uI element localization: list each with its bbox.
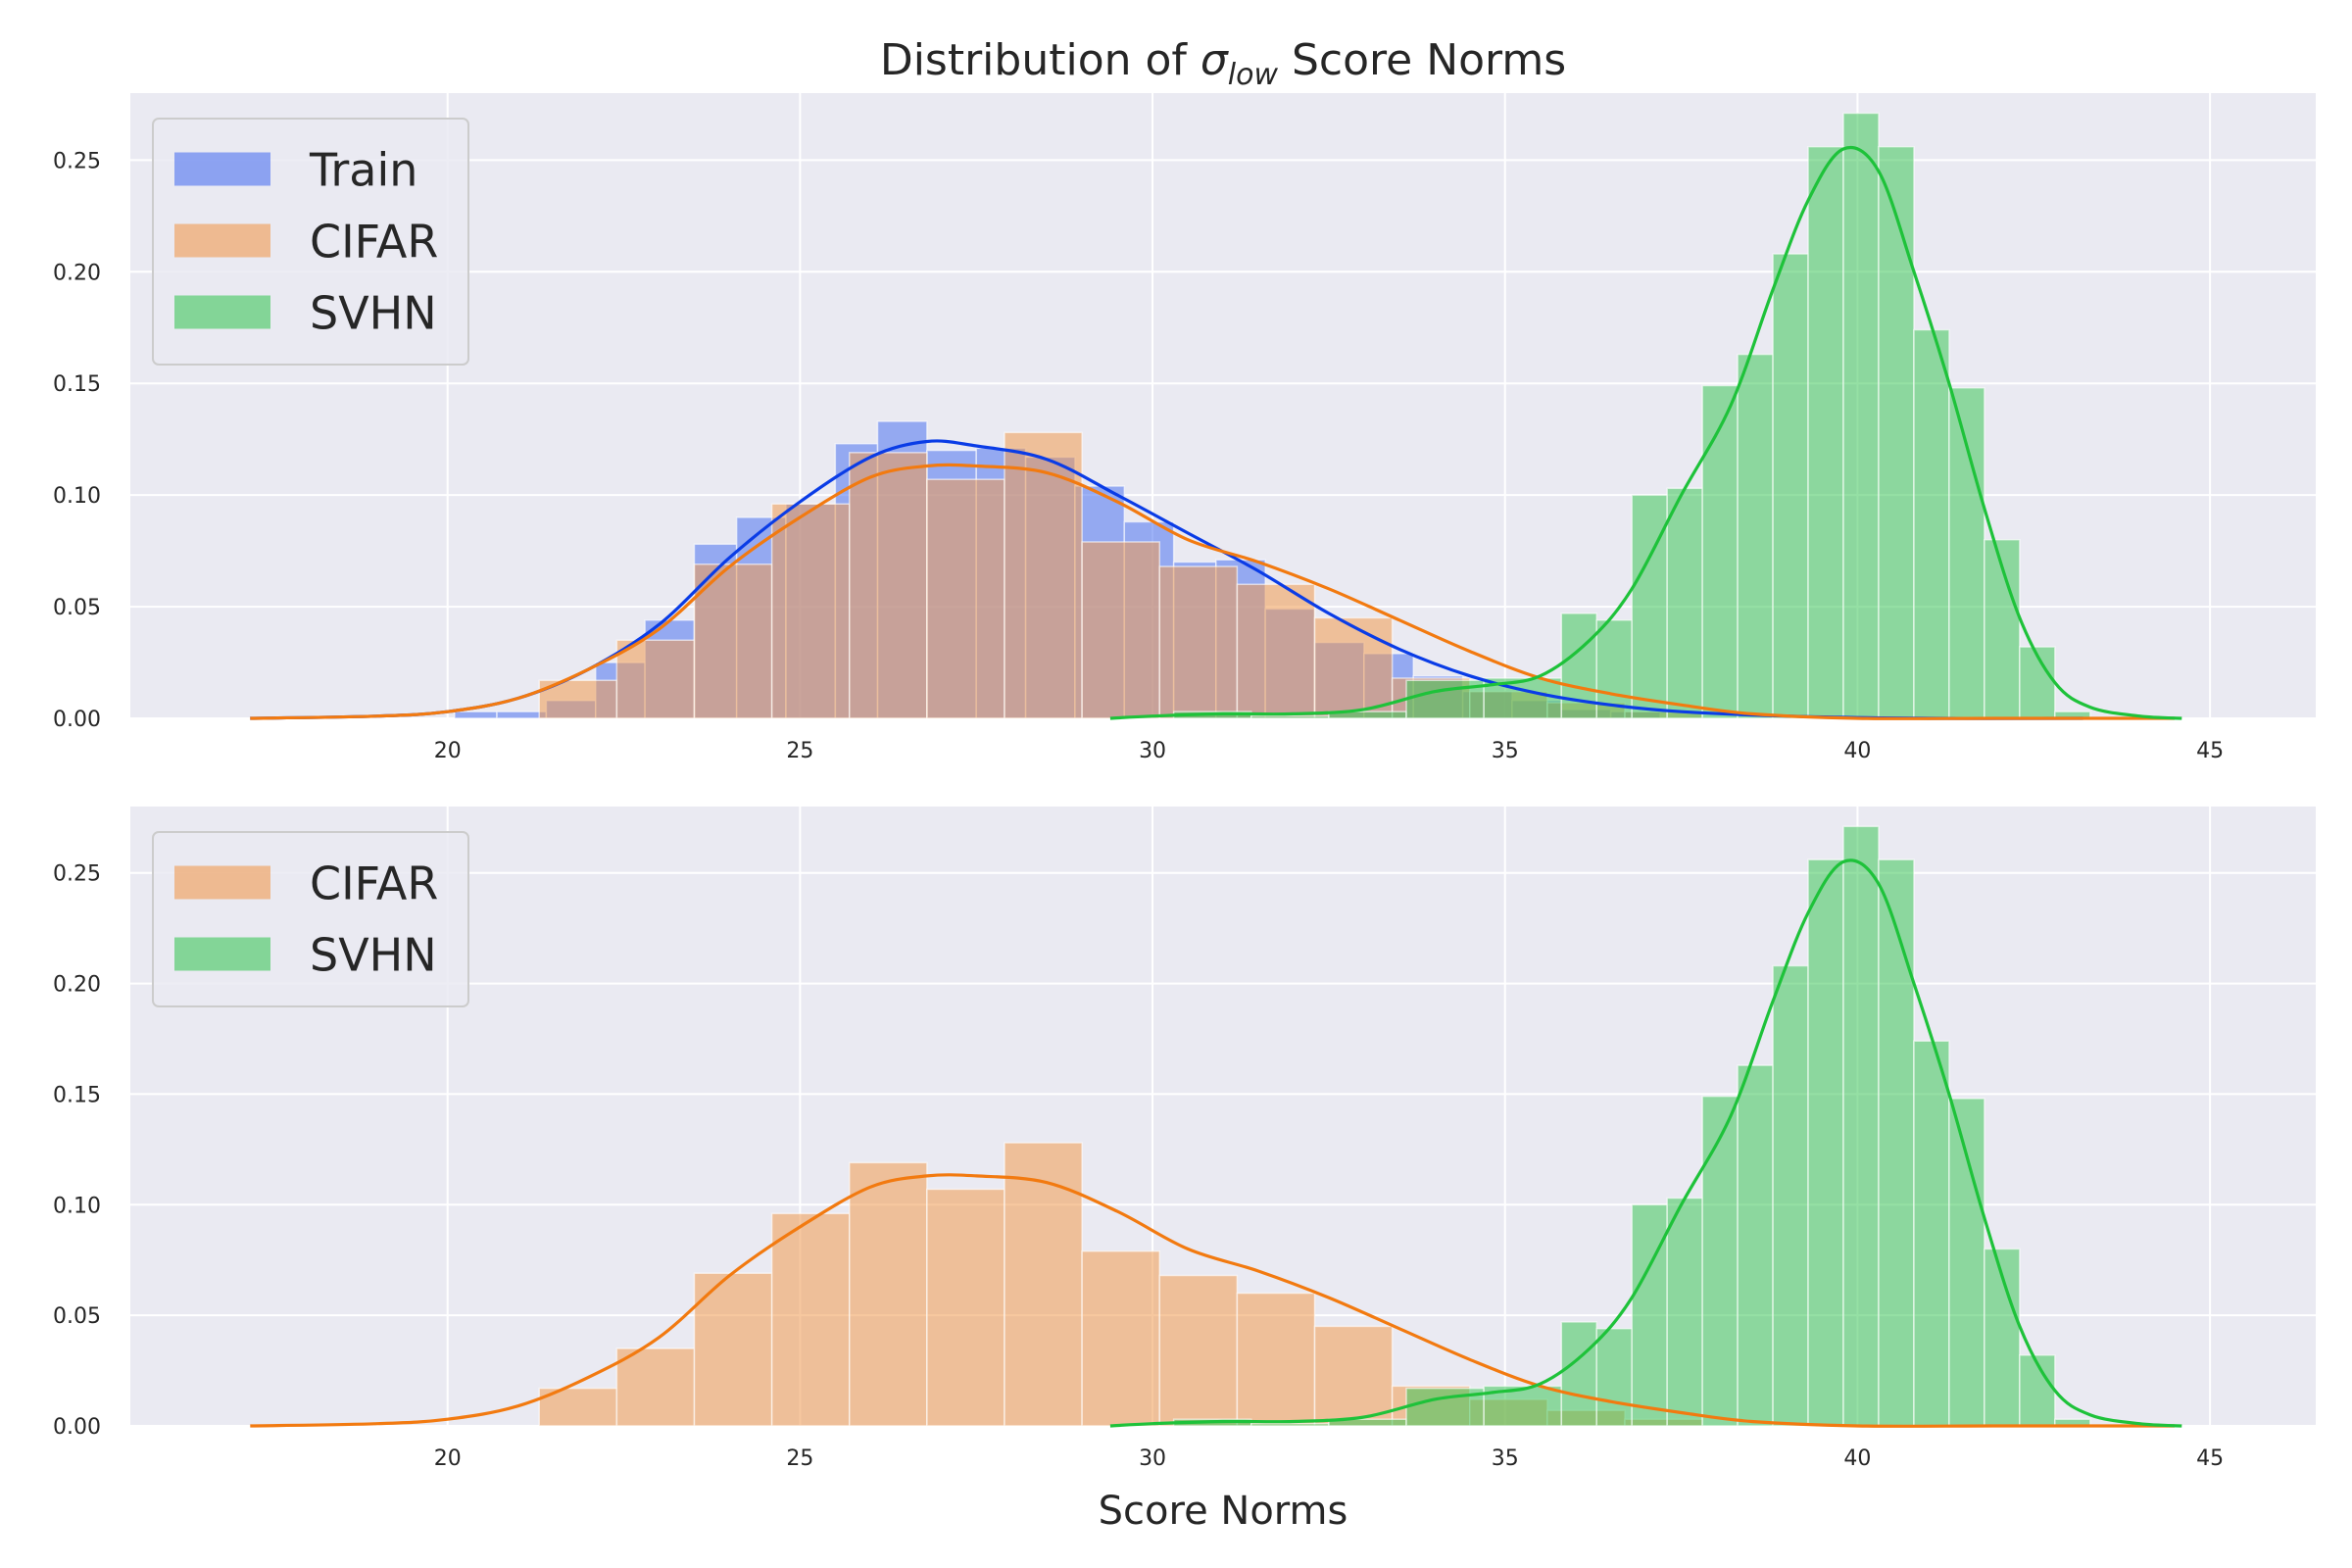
y-tick-label: 0.20 — [53, 973, 101, 998]
histogram-bar — [1807, 858, 1844, 1427]
legend-label: SVHN — [310, 929, 437, 982]
x-tick-label: 35 — [1492, 739, 1519, 763]
histogram-bar — [615, 1348, 696, 1427]
histogram-bar — [1158, 1274, 1239, 1427]
histogram-bar — [1004, 1142, 1083, 1427]
legend-swatch — [174, 937, 270, 971]
histogram-bar — [770, 1212, 851, 1427]
histogram-bar — [1158, 565, 1239, 719]
kde-line-cifar — [250, 463, 2176, 720]
y-tick-label: 0.00 — [53, 708, 101, 732]
title-sigma: σ — [1200, 35, 1229, 85]
series-cifar-bars — [538, 431, 1703, 719]
top-panel: 20 25 30 35 40 45 0.00 0.05 0.10 0.15 0.20 0.25 Trai… — [53, 93, 2316, 763]
y-tick-label: 0.05 — [53, 1304, 101, 1329]
histogram-bar — [1913, 328, 1950, 719]
y-tick-label: 0.20 — [53, 261, 101, 285]
histogram-bar — [1772, 964, 1809, 1427]
histogram-bar — [1081, 541, 1161, 719]
y-tick-label: 0.10 — [53, 484, 101, 509]
legend-label: Train — [309, 144, 417, 197]
legend-swatch — [174, 223, 270, 258]
histogram-bar — [1631, 1203, 1668, 1427]
histogram-bar — [848, 452, 928, 719]
histogram-bar — [1948, 387, 1985, 719]
histogram-bar — [693, 1272, 773, 1427]
histogram-bar — [1807, 145, 1844, 719]
title-subscript: low — [1228, 58, 1279, 92]
x-tick-label: 25 — [786, 739, 813, 763]
histogram-bar — [770, 503, 851, 719]
legend-label: CIFAR — [310, 858, 438, 910]
x-tick-label: 40 — [1843, 1446, 1871, 1471]
kde-line-cifar — [250, 1173, 2176, 1428]
legend-swatch — [174, 152, 270, 186]
histogram-bar — [1236, 583, 1316, 719]
histogram-bar — [2019, 646, 2056, 719]
legend-swatch — [174, 865, 270, 900]
histogram-bar — [1631, 494, 1668, 719]
histogram-bar — [1004, 431, 1083, 719]
title-suffix: Score Norms — [1278, 35, 1566, 85]
legend-label: SVHN — [310, 287, 437, 340]
histogram-bar — [1878, 145, 1915, 719]
x-tick-label: 30 — [1139, 739, 1166, 763]
histogram-bar — [1595, 1327, 1633, 1427]
x-tick-label: 45 — [2196, 1446, 2224, 1471]
y-tick-label: 0.10 — [53, 1194, 101, 1218]
series-svhn-bars — [1172, 825, 2091, 1427]
histogram-bar — [1595, 618, 1633, 719]
y-tick-label: 0.15 — [53, 372, 101, 397]
histogram-bar — [1701, 1095, 1739, 1427]
y-tick-label: 0.00 — [53, 1415, 101, 1440]
series-svhn-bars — [1172, 112, 2091, 719]
histogram-bar — [926, 1188, 1005, 1427]
y-tick-label: 0.15 — [53, 1083, 101, 1107]
histogram-bar — [615, 639, 696, 719]
x-tick-label: 30 — [1139, 1446, 1166, 1471]
histogram-bar — [1313, 1325, 1394, 1427]
histogram-bar — [1842, 112, 1880, 719]
y-tick-label: 0.25 — [53, 149, 101, 173]
histogram-bar — [1313, 616, 1394, 719]
histogram-bar — [1737, 353, 1774, 719]
x-tick-label: 20 — [434, 739, 462, 763]
x-tick-label: 20 — [434, 1446, 462, 1471]
histogram-bar — [1701, 384, 1739, 719]
x-axis-title: Score Norms — [1099, 1489, 1348, 1534]
kde-line-svhn — [1109, 145, 2182, 720]
histogram-bar — [1666, 487, 1703, 719]
bottom-panel: 20 25 30 35 40 45 0.00 0.05 0.10 0.15 0.20 0.25 CIFA… — [53, 807, 2316, 1471]
histogram-bar — [1737, 1064, 1774, 1427]
kde-line-svhn — [1109, 858, 2182, 1428]
histogram-bar — [1772, 253, 1809, 719]
histogram-bar — [848, 1161, 928, 1427]
x-tick-label: 25 — [786, 1446, 813, 1471]
legend: CIFAR SVHN — [152, 831, 469, 1007]
y-tick-label: 0.05 — [53, 596, 101, 620]
histogram-bar — [1236, 1292, 1316, 1427]
legend: Train CIFAR SVHN — [152, 118, 469, 366]
histogram-bar — [454, 710, 498, 719]
histogram-bar — [2019, 1354, 2056, 1427]
histogram-bar — [1250, 714, 1330, 719]
histogram-bar — [1948, 1098, 1985, 1427]
histogram-bar — [1878, 858, 1915, 1427]
histogram-bar — [1081, 1250, 1161, 1427]
legend-swatch — [174, 295, 270, 329]
x-tick-label: 45 — [2196, 739, 2224, 763]
histogram-bar — [1842, 825, 1880, 1427]
chart-title: Distribution of σlow Score Norms — [880, 35, 1566, 92]
histogram-bar — [926, 478, 1005, 719]
histogram-bar — [1913, 1040, 1950, 1427]
y-tick-label: 0.25 — [53, 862, 101, 887]
histogram-bar — [1666, 1197, 1703, 1427]
x-tick-label: 40 — [1843, 739, 1871, 763]
histogram-bar — [1560, 1321, 1598, 1427]
legend-label: CIFAR — [310, 216, 438, 269]
title-prefix: Distribution of — [880, 35, 1200, 85]
x-tick-label: 35 — [1492, 1446, 1519, 1471]
histogram-bar — [1250, 1422, 1330, 1427]
